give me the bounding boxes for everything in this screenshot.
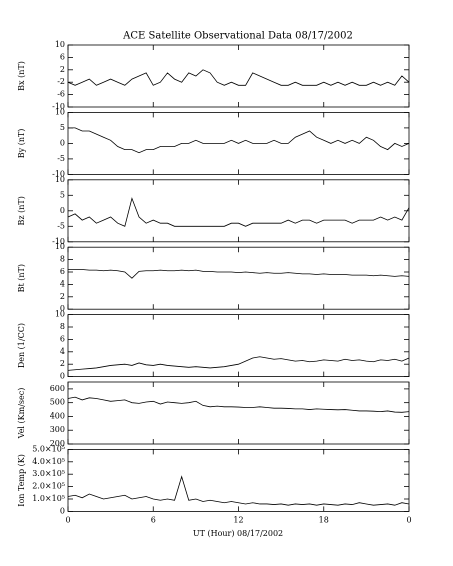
y-tick-label: 0	[60, 304, 65, 313]
y-axis-title: Ion Temp (K)	[17, 454, 26, 507]
data-line	[67, 69, 410, 86]
y-tick-label: 2	[60, 65, 65, 74]
y-tick-label: 5	[60, 190, 65, 199]
y-tick-label: 10	[55, 175, 65, 184]
y-tick-label: 0	[60, 206, 65, 215]
y-tick-label: 10	[55, 242, 65, 251]
y-axis-title: Bt (nT)	[17, 264, 26, 292]
x-tick-label: 18	[319, 515, 329, 524]
y-tick-label: 10	[55, 40, 65, 49]
y-tick-label: 2	[60, 359, 65, 368]
y-tick-label: 5	[60, 123, 65, 132]
y-tick-label: 2	[60, 292, 65, 301]
y-tick-label: -5	[57, 221, 65, 230]
x-tick-label: 0	[65, 515, 70, 524]
x-tick-label: 12	[233, 515, 243, 524]
y-tick-label: 6	[60, 267, 65, 276]
y-tick-label: 300	[50, 425, 65, 434]
y-tick-label: 0	[60, 372, 65, 381]
y-tick-label: 4	[60, 347, 65, 356]
y-tick-label: 1.0×10⁵	[32, 494, 65, 503]
y-tick-label: -2	[57, 77, 65, 86]
y-tick-label: 8	[60, 322, 65, 331]
y-tick-label: -10	[52, 169, 65, 178]
y-tick-label: -5	[57, 154, 65, 163]
y-axis-title: Bx (nT)	[17, 61, 26, 91]
data-line	[68, 127, 410, 154]
data-line	[67, 356, 410, 371]
y-axis-title: Bz (nT)	[17, 196, 26, 225]
y-tick-label: 3.0×10⁵	[32, 469, 65, 478]
y-tick-label: -10	[52, 237, 65, 246]
y-tick-label: 400	[50, 411, 65, 420]
y-tick-label: -10	[52, 102, 65, 111]
data-line	[67, 396, 410, 413]
data-line	[68, 269, 410, 279]
y-tick-label: 5.0×10⁵	[32, 444, 65, 453]
y-tick-label: 8	[60, 255, 65, 264]
y-tick-label: 6	[60, 334, 65, 343]
y-tick-label: 0	[60, 506, 65, 515]
y-axis-title: By (nT)	[17, 129, 26, 159]
y-tick-label: 0	[60, 138, 65, 147]
y-axis-title: Vel (Km/sec)	[17, 388, 26, 440]
x-tick-label: 6	[151, 515, 156, 524]
chart-title: ACE Satellite Observational Data 08/17/2…	[122, 31, 353, 42]
y-tick-label: 6	[60, 52, 65, 61]
y-tick-label: -6	[57, 90, 65, 99]
y-tick-label: 4	[60, 279, 65, 288]
x-axis-title: UT (Hour) 08/17/2002	[193, 529, 283, 538]
y-tick-label: 600	[50, 384, 65, 393]
x-tick-label: 0	[406, 515, 411, 524]
y-tick-label: 200	[50, 439, 65, 448]
y-tick-label: 2.0×10⁵	[32, 482, 65, 491]
y-axis-title: Den (1/CC)	[17, 323, 26, 368]
y-tick-label: 4.0×10⁵	[32, 457, 65, 466]
y-tick-label: 10	[55, 107, 65, 116]
y-tick-label: 500	[50, 398, 65, 407]
data-line	[67, 197, 410, 227]
y-tick-label: 10	[55, 310, 65, 319]
data-line	[67, 475, 410, 506]
